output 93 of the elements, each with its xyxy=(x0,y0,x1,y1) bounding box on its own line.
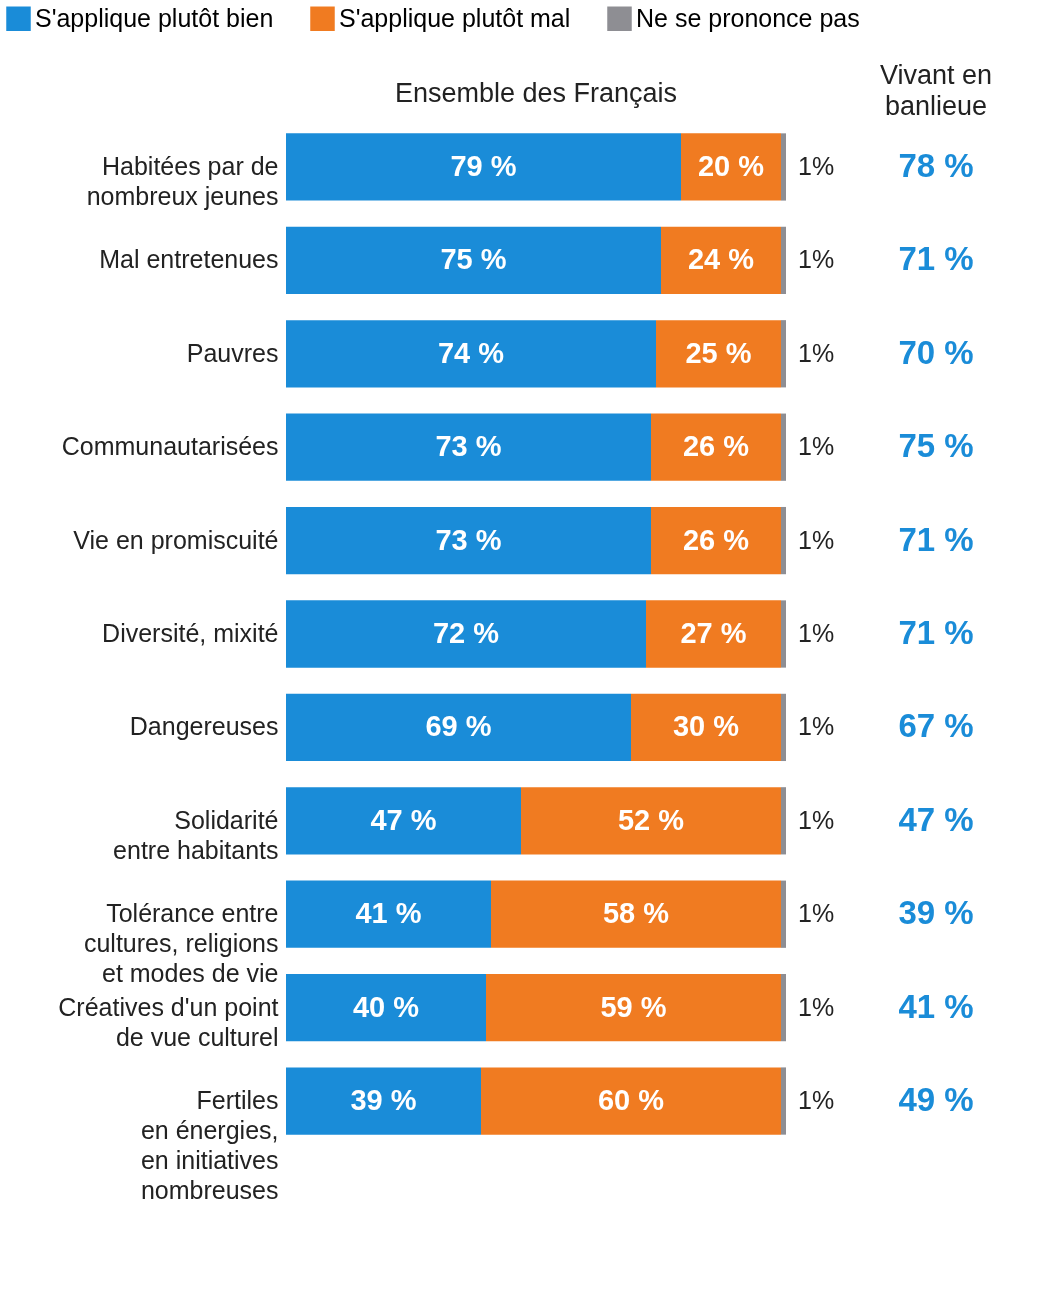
bar xyxy=(286,413,651,481)
bar xyxy=(286,600,646,668)
text: 41 % xyxy=(898,987,974,1025)
text: 47 % xyxy=(898,800,974,838)
bar xyxy=(656,320,781,388)
y-tick-label: Mal entretenues xyxy=(99,245,279,274)
data-label: 1% xyxy=(798,992,835,1021)
bar xyxy=(286,880,491,948)
data-label: 75 % xyxy=(440,243,507,276)
y-tick-label: Vie en promiscuité xyxy=(73,525,279,554)
y-tick-label: Diversité, mixité xyxy=(102,619,279,647)
data-label: 26 % xyxy=(682,523,750,556)
data-label: 79 % xyxy=(450,149,517,182)
bar xyxy=(491,880,781,948)
y-tick-label: Pauvres xyxy=(186,338,279,367)
data-label: 72 % xyxy=(432,617,500,649)
text: 39 % xyxy=(898,894,974,932)
data-label: 20 % xyxy=(697,149,765,182)
data-label: 26 % xyxy=(682,430,750,463)
bar xyxy=(781,506,786,575)
bar xyxy=(781,1067,786,1135)
bar xyxy=(286,1067,481,1135)
y-tick-label: Solidarité entre habitants xyxy=(113,805,279,864)
bar xyxy=(286,506,651,575)
text: 71 % xyxy=(898,240,974,278)
legend-label: S'applique plutôt bien xyxy=(35,3,274,32)
text: 71 % xyxy=(898,520,974,558)
bar xyxy=(781,320,786,388)
bar xyxy=(286,133,681,201)
data-label: 69 % xyxy=(425,710,492,743)
text: 71 % xyxy=(898,614,974,651)
bar xyxy=(286,226,661,294)
bar xyxy=(781,600,786,668)
data-label: 58 % xyxy=(602,897,670,930)
data-label: 1% xyxy=(798,245,835,274)
bar xyxy=(781,787,786,855)
bar xyxy=(631,693,781,762)
data-label: 1% xyxy=(798,338,835,367)
bar xyxy=(651,506,781,575)
data-label: 52 % xyxy=(617,803,685,836)
y-tick-label: Tolérance entre cultures, religions et modes de vie xyxy=(83,899,279,988)
data-label: 73 % xyxy=(435,523,502,556)
data-label: 59 % xyxy=(600,990,667,1023)
data-label: 1% xyxy=(798,899,835,928)
data-label: 40 % xyxy=(352,990,420,1023)
bar xyxy=(781,226,786,294)
data-label: 1% xyxy=(798,525,835,554)
data-label: 73 % xyxy=(435,430,502,463)
data-label: 1% xyxy=(798,151,835,180)
bar xyxy=(481,1067,781,1135)
y-tick-label: Dangereuses xyxy=(129,712,279,741)
bar xyxy=(646,600,781,668)
data-label: 30 % xyxy=(672,710,740,743)
text: Vivant en banlieue xyxy=(879,60,993,121)
bar xyxy=(521,787,781,855)
text: 70 % xyxy=(898,333,974,371)
data-label: 39 % xyxy=(350,1084,417,1117)
text: Ensemble des Français xyxy=(394,78,678,108)
legend-label: S'applique plutôt mal xyxy=(339,3,571,32)
y-tick-label: Fertiles en énergies, en initiatives nombreuses xyxy=(140,1086,279,1205)
text: 67 % xyxy=(898,707,974,745)
data-label: 1% xyxy=(798,432,835,461)
data-label: 60 % xyxy=(597,1084,665,1117)
data-label: 27 % xyxy=(680,617,747,649)
bar xyxy=(286,693,631,762)
text: 78 % xyxy=(898,146,974,184)
bar xyxy=(286,974,486,1042)
text: 49 % xyxy=(898,1081,974,1119)
y-tick-label: Habitées par de nombreux jeunes xyxy=(86,151,279,210)
text: 75 % xyxy=(898,427,974,465)
bar xyxy=(661,226,781,294)
data-label: 41 % xyxy=(355,897,422,930)
bar xyxy=(681,133,781,201)
bar xyxy=(651,413,781,481)
data-label: 24 % xyxy=(687,243,755,276)
bar xyxy=(286,320,656,388)
y-tick-label: Communautarisées xyxy=(61,432,279,461)
legend-label: Ne se prononce pas xyxy=(636,3,860,32)
data-label: 74 % xyxy=(437,336,505,369)
bar xyxy=(781,693,786,762)
data-label: 25 % xyxy=(685,336,752,369)
bar xyxy=(286,787,521,855)
bar xyxy=(781,413,786,481)
data-label: 1% xyxy=(798,1086,835,1115)
bar xyxy=(781,133,786,201)
y-tick-label: Créatives d'un point de vue culturel xyxy=(58,992,279,1051)
bar xyxy=(486,974,781,1042)
data-label: 47 % xyxy=(370,803,437,836)
data-label: 1% xyxy=(798,619,835,647)
data-label: 1% xyxy=(798,805,835,834)
bar xyxy=(781,974,786,1042)
data-label: 1% xyxy=(798,712,835,741)
bar xyxy=(781,880,786,948)
